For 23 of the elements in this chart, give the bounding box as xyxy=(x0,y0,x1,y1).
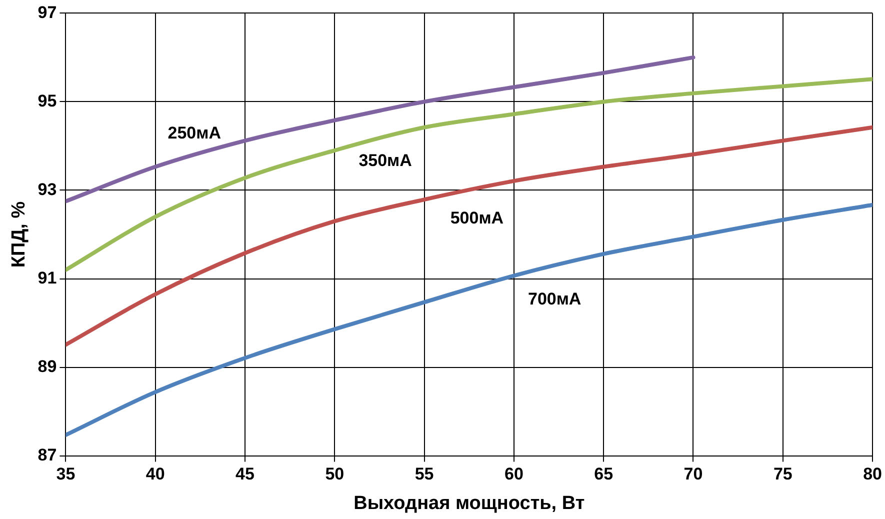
x-axis-title: Выходная мощность, Вт xyxy=(354,492,585,514)
y-tick-label: 95 xyxy=(38,91,57,110)
series-label: 500мА xyxy=(450,208,504,228)
y-tick-label: 89 xyxy=(38,356,57,376)
x-tick-label: 75 xyxy=(773,464,792,484)
x-tick-label: 45 xyxy=(236,464,254,484)
y-tick-label: 91 xyxy=(38,268,57,288)
y-tick-label: 93 xyxy=(38,180,57,199)
series-label: 350мА xyxy=(358,151,412,170)
x-tick-label: 80 xyxy=(863,464,882,484)
x-tick-label: 65 xyxy=(594,464,614,484)
x-tick-label: 35 xyxy=(56,464,76,484)
series-label: 250мА xyxy=(168,123,221,142)
series-label: 700мА xyxy=(528,290,582,309)
x-tick-label: 70 xyxy=(684,464,703,484)
x-tick-label: 40 xyxy=(146,464,165,484)
y-tick-label: 97 xyxy=(38,2,57,22)
line-series xyxy=(66,55,696,204)
x-tick-label: 55 xyxy=(414,464,434,484)
y-axis-title: КПД, % xyxy=(8,201,30,268)
x-tick-label: 50 xyxy=(325,464,344,484)
x-tick-label: 60 xyxy=(504,464,524,484)
y-tick-label: 87 xyxy=(38,445,57,464)
